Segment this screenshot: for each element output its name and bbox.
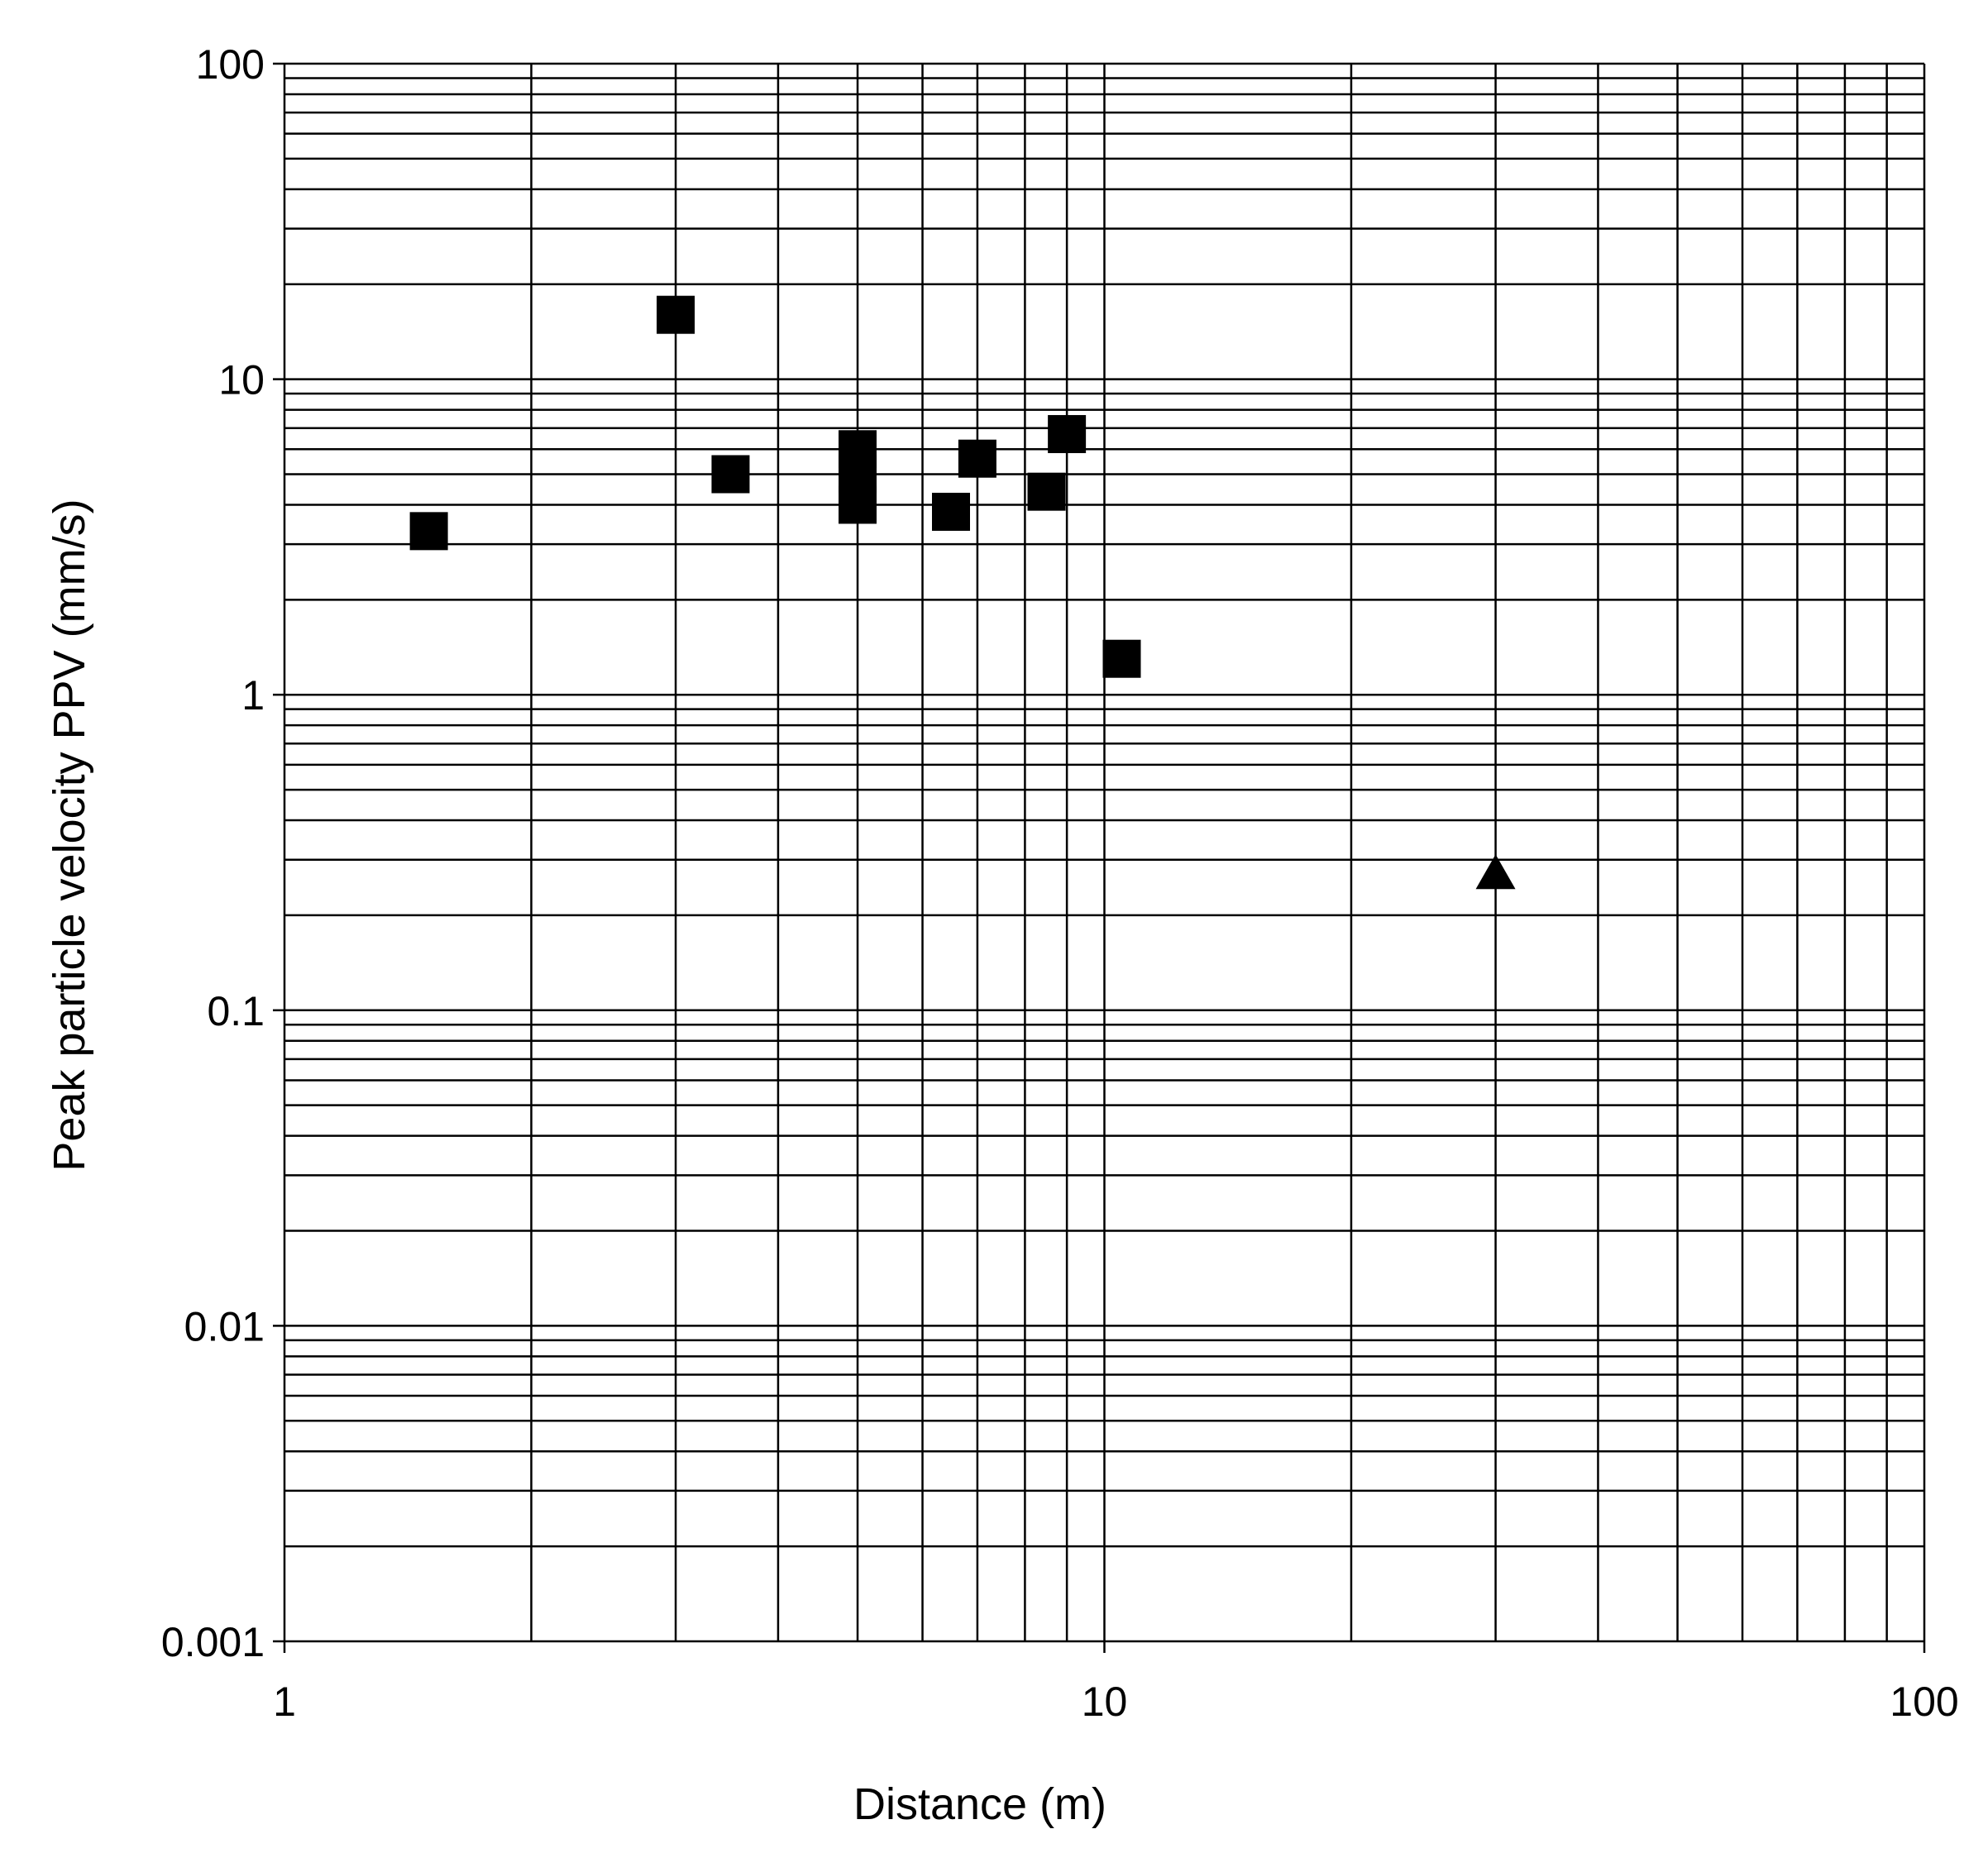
data-point-square xyxy=(711,455,750,494)
y-tick-label: 0.01 xyxy=(184,1303,265,1349)
data-point-square xyxy=(409,512,448,551)
y-tick-label: 1 xyxy=(241,672,265,719)
y-axis-label: Peak particle velocity PPV (mm/s) xyxy=(45,499,94,1171)
y-tick-labels: 0.001 0.01 0.1 1 10 100 xyxy=(161,41,265,1665)
y-tick-label: 100 xyxy=(196,41,265,88)
data-point-square xyxy=(657,295,695,334)
data-point-square xyxy=(958,439,996,478)
x-tick-label: 1 xyxy=(273,1679,296,1725)
y-tick-label: 10 xyxy=(218,357,265,404)
data-point-square xyxy=(932,492,971,531)
data-point-triangle xyxy=(1475,854,1516,890)
x-axis-label: Distance (m) xyxy=(853,1779,1106,1829)
data-points xyxy=(409,295,1516,890)
data-point-square xyxy=(1048,414,1087,453)
x-tick-labels: 1 10 100 xyxy=(273,1679,1959,1725)
y-tick-label: 0.001 xyxy=(161,1619,265,1665)
data-point-square xyxy=(1027,472,1066,511)
grid xyxy=(273,62,1926,1653)
x-tick-label: 100 xyxy=(1890,1679,1958,1725)
y-tick-label: 0.1 xyxy=(207,988,265,1034)
data-point-square xyxy=(839,485,877,524)
data-point-square xyxy=(1102,639,1141,678)
x-tick-label: 10 xyxy=(1082,1679,1128,1725)
